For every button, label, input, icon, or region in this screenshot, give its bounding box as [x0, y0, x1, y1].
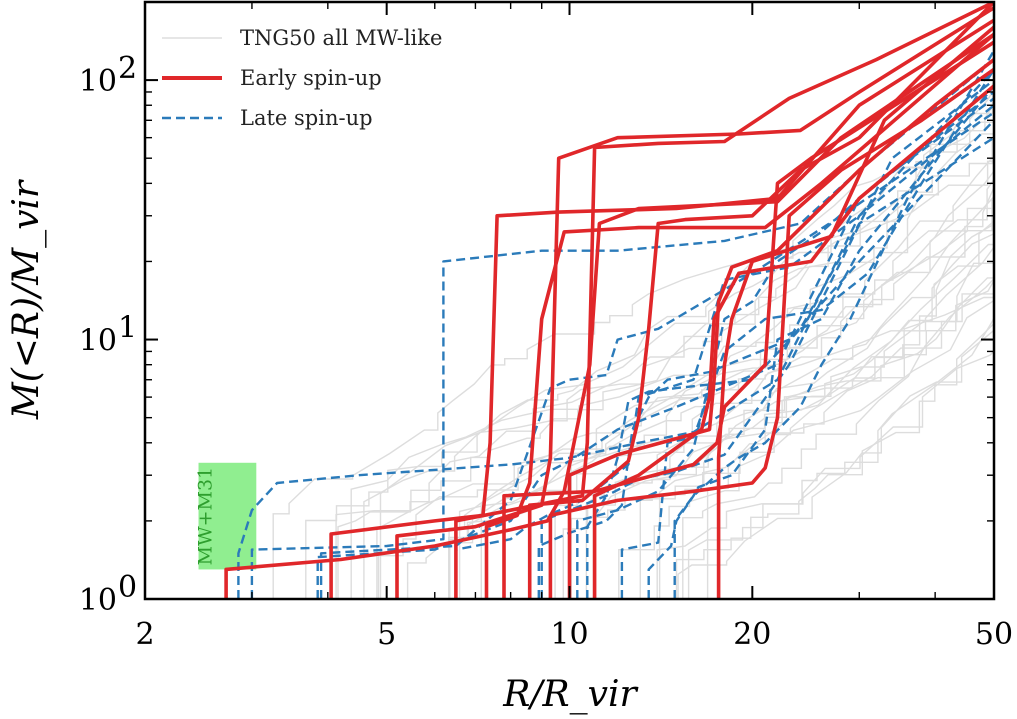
- background-curve: [682, 277, 994, 599]
- series-line-early-spin-up: [395, 6, 994, 599]
- x-axis-label: R/R_vir: [502, 674, 638, 715]
- y-tick-label: 10: [79, 64, 117, 99]
- series-line-early-spin-up: [454, 2, 994, 599]
- background-curve: [377, 178, 994, 599]
- series-line-early-spin-up: [527, 2, 994, 599]
- background-curve: [562, 243, 994, 599]
- x-tick-label: 20: [733, 617, 771, 652]
- legend-label: TNG50 all MW-like: [240, 26, 442, 50]
- series-layer: [224, 2, 994, 599]
- mw-m31-region: [198, 462, 257, 570]
- background-curve: [585, 296, 994, 599]
- plot-area: [198, 2, 994, 599]
- background-curve: [305, 121, 994, 599]
- background-curve: [656, 316, 994, 599]
- background-curve: [618, 299, 994, 599]
- series-line-early-spin-up: [716, 25, 994, 599]
- legend: TNG50 all MW-like Early spin-up Late spin-…: [162, 26, 442, 130]
- region-layer: [198, 462, 257, 570]
- y-tick-label-exponent: 2: [118, 51, 137, 86]
- x-tick-label: 2: [135, 617, 154, 652]
- y-tick-label-exponent: 1: [118, 311, 137, 346]
- series-line-late-spin-up: [647, 85, 994, 599]
- region-label-mw-m31: MW+M31: [195, 467, 217, 566]
- x-tick-label: 50: [975, 617, 1013, 652]
- series-line-late-spin-up: [673, 49, 994, 599]
- series-line-early-spin-up: [567, 58, 994, 599]
- y-tick-label: 10: [79, 583, 117, 618]
- series-line-late-spin-up: [237, 104, 994, 599]
- background-curve: [337, 138, 994, 599]
- y-tick-label: 10: [79, 324, 117, 359]
- y-axis-label: M(<R)/M_vir: [6, 179, 47, 420]
- x-tick-label: 5: [377, 617, 396, 652]
- series-line-late-spin-up: [250, 58, 994, 599]
- series-line-late-spin-up: [586, 136, 994, 599]
- background-curve: [554, 220, 994, 599]
- y-tick-label-exponent: 0: [118, 570, 137, 605]
- plot-frame: [143, 0, 996, 601]
- x-tick-label: 10: [550, 617, 588, 652]
- background-curve: [350, 154, 994, 599]
- background-curve: [706, 277, 994, 599]
- background-curve: [677, 329, 994, 599]
- legend-label: Early spin-up: [240, 66, 382, 90]
- background-curve: [363, 160, 994, 599]
- background-curve: [658, 293, 994, 599]
- series-line-late-spin-up: [540, 79, 994, 599]
- legend-label: Late spin-up: [240, 106, 373, 130]
- series-line-early-spin-up: [484, 33, 994, 599]
- background-curve: [376, 133, 994, 599]
